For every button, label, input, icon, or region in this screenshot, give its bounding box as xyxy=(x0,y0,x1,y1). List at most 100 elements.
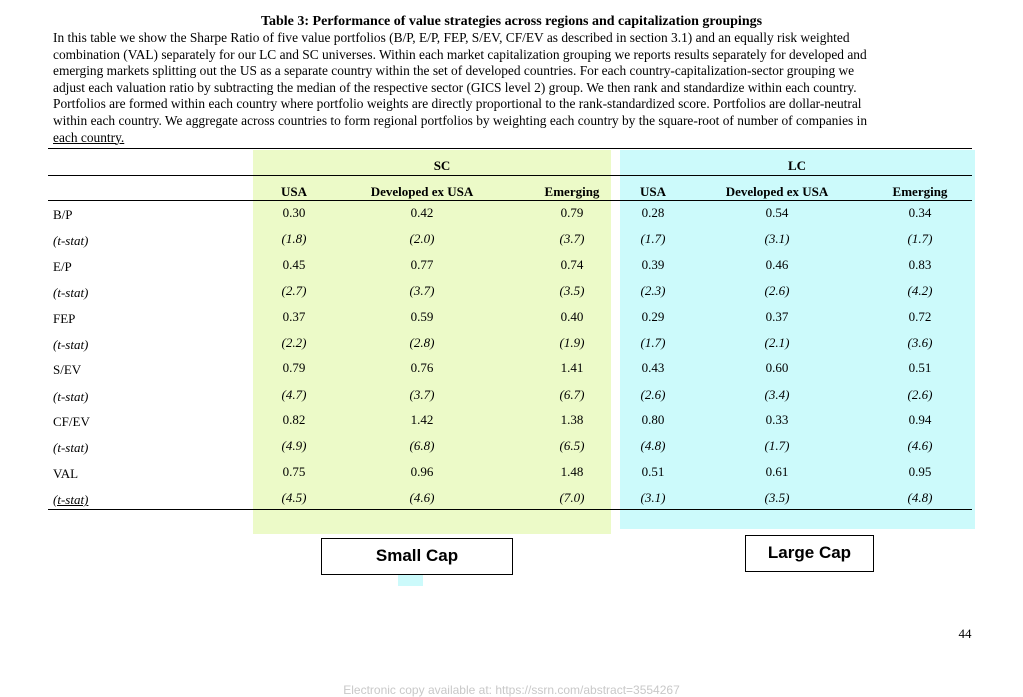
group-header-sc: SC xyxy=(433,158,451,173)
small-cap-label: Small Cap xyxy=(321,538,513,575)
row-label: (t-stat) xyxy=(53,440,89,455)
table-cell: 1.38 xyxy=(560,412,584,427)
column-header: Emerging xyxy=(544,184,600,199)
table-cell: (6.8) xyxy=(409,438,435,453)
table-cell: 1.48 xyxy=(560,464,584,479)
table-cell: 0.94 xyxy=(908,412,932,427)
table-cell: 0.79 xyxy=(560,205,584,220)
row-label: B/P xyxy=(53,207,73,222)
table-cell: (4.8) xyxy=(640,438,666,453)
table-cell: 0.77 xyxy=(410,257,434,272)
table-cell: (2.2) xyxy=(281,335,307,350)
table-header-rule xyxy=(48,200,972,201)
table-cell: (4.2) xyxy=(907,283,933,298)
table-cell: 0.37 xyxy=(765,309,789,324)
table-cell: (4.5) xyxy=(281,490,307,505)
table-cell: (3.7) xyxy=(409,387,435,402)
caption-line: each country. xyxy=(53,129,125,145)
table-cell: 1.41 xyxy=(560,360,584,375)
row-label: (t-stat) xyxy=(53,285,89,300)
row-label: S/EV xyxy=(53,362,82,377)
table-cell: (2.1) xyxy=(764,335,790,350)
caption-line: combination (VAL) separately for our LC … xyxy=(53,46,867,62)
column-header: Developed ex USA xyxy=(370,184,474,199)
table-cell: (2.3) xyxy=(640,283,666,298)
table-cell: 0.37 xyxy=(282,309,306,324)
sc-highlight xyxy=(253,150,611,534)
table-cell: 0.72 xyxy=(908,309,932,324)
table-cell: 0.34 xyxy=(908,205,932,220)
row-label: FEP xyxy=(53,311,76,326)
group-header-lc: LC xyxy=(787,158,807,173)
table-cell: 0.59 xyxy=(410,309,434,324)
table-cell: (1.7) xyxy=(764,438,790,453)
table-cell: 0.33 xyxy=(765,412,789,427)
table-cell: (2.6) xyxy=(640,387,666,402)
table-cell: (4.7) xyxy=(281,387,307,402)
table-cell: (2.6) xyxy=(764,283,790,298)
table-cell: 0.40 xyxy=(560,309,584,324)
table-cell: 0.95 xyxy=(908,464,932,479)
table-cell: 0.30 xyxy=(282,205,306,220)
table-cell: (3.6) xyxy=(907,335,933,350)
table-cell: 0.83 xyxy=(908,257,932,272)
table-cell: 0.76 xyxy=(410,360,434,375)
table-cell: (2.8) xyxy=(409,335,435,350)
row-label: CF/EV xyxy=(53,414,90,429)
table-cell: 0.54 xyxy=(765,205,789,220)
caption-line: Portfolios are formed within each countr… xyxy=(53,96,862,112)
table-cell: 1.42 xyxy=(410,412,434,427)
table-group-rule xyxy=(48,175,972,176)
page-number: 44 xyxy=(958,626,972,641)
table-cell: 0.51 xyxy=(908,360,932,375)
table-cell: 0.79 xyxy=(282,360,306,375)
column-header: USA xyxy=(280,184,307,199)
table-cell: 0.42 xyxy=(410,205,434,220)
table-cell: 0.80 xyxy=(641,412,665,427)
row-label: (t-stat) xyxy=(53,337,89,352)
table-cell: (1.7) xyxy=(640,335,666,350)
table-cell: 0.43 xyxy=(641,360,665,375)
table-cell: 0.28 xyxy=(641,205,665,220)
column-header: Developed ex USA xyxy=(725,184,829,199)
table-cell: 0.51 xyxy=(641,464,665,479)
row-label: (t-stat) xyxy=(53,233,89,248)
table-cell: (1.8) xyxy=(281,231,307,246)
table-cell: (1.7) xyxy=(640,231,666,246)
table-cell: (3.5) xyxy=(764,490,790,505)
table-cell: 0.61 xyxy=(765,464,789,479)
table-cell: (1.9) xyxy=(559,335,585,350)
table-cell: 0.96 xyxy=(410,464,434,479)
table-caption: In this table we show the Sharpe Ratio o… xyxy=(53,30,958,146)
caption-line: within each country. We aggregate across… xyxy=(53,112,868,128)
table-cell: (4.8) xyxy=(907,490,933,505)
table-cell: 0.45 xyxy=(282,257,306,272)
lc-highlight xyxy=(620,150,975,529)
caption-line: adjust each valuation ratio by subtracti… xyxy=(53,79,857,95)
table-cell: (3.7) xyxy=(409,283,435,298)
table-cell: (3.1) xyxy=(640,490,666,505)
table-cell: (3.1) xyxy=(764,231,790,246)
row-label: VAL xyxy=(53,466,79,481)
table-cell: 0.82 xyxy=(282,412,306,427)
table-cell: 0.75 xyxy=(282,464,306,479)
table-cell: 0.74 xyxy=(560,257,584,272)
table-cell: (3.7) xyxy=(559,231,585,246)
table-cell: (4.9) xyxy=(281,438,307,453)
table-cell: (4.6) xyxy=(409,490,435,505)
table-cell: (6.7) xyxy=(559,387,585,402)
ssrn-footer: Electronic copy available at: https://ss… xyxy=(343,683,680,697)
table-cell: (7.0) xyxy=(559,490,585,505)
row-label: (t-stat) xyxy=(53,389,89,404)
row-label: (t-stat) xyxy=(53,492,89,507)
table-cell: 0.60 xyxy=(765,360,789,375)
table-cell: (2.6) xyxy=(907,387,933,402)
caption-line: In this table we show the Sharpe Ratio o… xyxy=(53,30,850,45)
table-top-rule xyxy=(48,148,972,149)
row-label: E/P xyxy=(53,259,72,274)
column-header: USA xyxy=(639,184,666,199)
column-header: Emerging xyxy=(892,184,948,199)
table-cell: (1.7) xyxy=(907,231,933,246)
table-cell: (4.6) xyxy=(907,438,933,453)
table-cell: (6.5) xyxy=(559,438,585,453)
